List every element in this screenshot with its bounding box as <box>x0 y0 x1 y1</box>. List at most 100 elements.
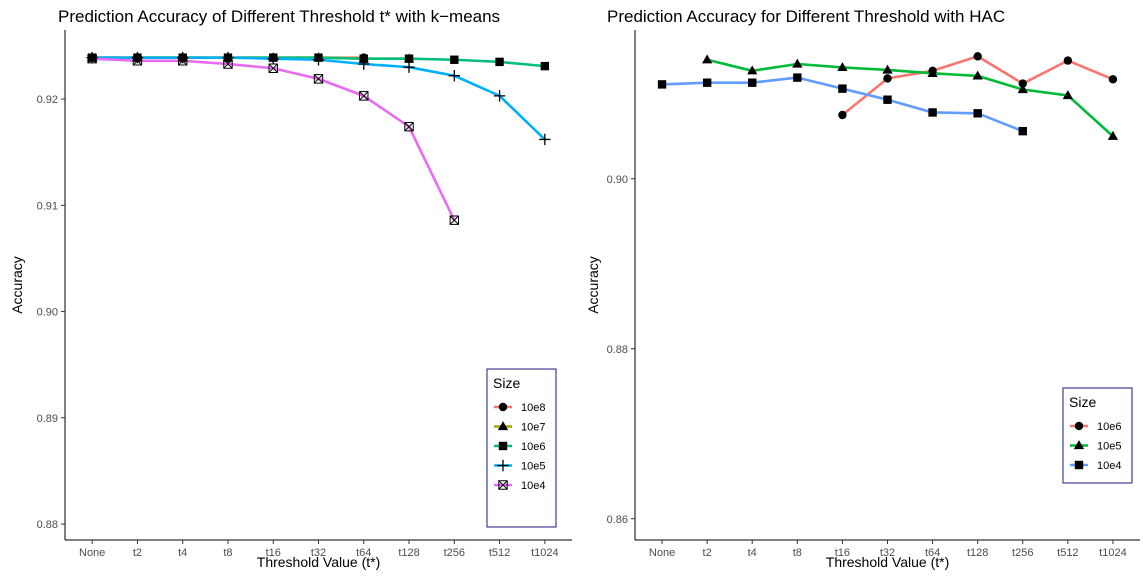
data-point-10e4 <box>702 78 712 87</box>
legend-key-marker <box>1074 421 1084 431</box>
chart-panel-1: Prediction Accuracy of Different Thresho… <box>9 7 572 570</box>
y-tick-label: 0.90 <box>37 307 58 319</box>
data-point-10e4 <box>748 78 757 87</box>
x-tick-label: t16 <box>835 547 850 559</box>
data-point-10e4 <box>87 53 97 64</box>
data-point-10e5 <box>972 70 983 80</box>
x-tick-label: t512 <box>1057 547 1078 559</box>
data-point-10e4 <box>223 59 233 69</box>
legend-key-marker <box>1074 460 1084 470</box>
x-tick-label: t1024 <box>531 547 559 559</box>
data-point-10e4 <box>657 80 667 89</box>
legend-label: 10e5 <box>1097 441 1121 453</box>
x-tick-label: t8 <box>223 547 232 559</box>
data-point-10e6 <box>838 110 847 120</box>
legend-key-marker <box>498 480 508 490</box>
data-point-10e4 <box>838 84 847 93</box>
y-axis-label: Accuracy <box>9 256 25 314</box>
data-point-10e5 <box>312 54 325 66</box>
y-tick-label: 0.91 <box>37 200 58 212</box>
data-point-10e6 <box>450 55 459 64</box>
x-tick-label: None <box>79 547 105 559</box>
x-tick-label: t4 <box>178 547 187 559</box>
legend-key-marker <box>497 421 509 431</box>
data-point-10e4 <box>404 121 414 132</box>
legend-key-marker <box>497 459 509 472</box>
data-point-10e6 <box>540 61 550 71</box>
data-point-10e5 <box>1107 130 1119 140</box>
data-point-10e5 <box>927 68 938 77</box>
chart-panel-2: Prediction Accuracy for Different Thresh… <box>585 7 1140 570</box>
data-point-10e6 <box>1108 75 1118 84</box>
x-tick-label: t32 <box>311 547 326 559</box>
data-point-10e5 <box>403 61 415 73</box>
legend-key-marker <box>1073 440 1085 450</box>
data-point-10e6 <box>883 74 892 83</box>
legend-title: Size <box>1069 394 1096 410</box>
x-tick-label: t1024 <box>1099 547 1127 559</box>
y-tick-label: 0.90 <box>607 174 628 186</box>
data-point-10e6 <box>1063 56 1073 65</box>
x-tick-label: t4 <box>748 547 757 559</box>
data-point-10e5 <box>222 51 234 64</box>
data-point-10e5 <box>702 54 713 64</box>
series-line-10e6 <box>841 55 1114 117</box>
x-tick-label: None <box>649 547 675 559</box>
x-axis-label: Threshold Value (t*) <box>257 554 380 570</box>
x-tick-label: t512 <box>489 547 510 559</box>
x-tick-label: t256 <box>1012 547 1033 559</box>
data-point-10e4 <box>928 108 937 117</box>
data-point-10e5 <box>448 69 461 82</box>
series-line-10e4 <box>92 57 456 221</box>
y-tick-label: 0.88 <box>37 519 58 531</box>
x-tick-label: t32 <box>880 547 895 559</box>
data-point-10e5 <box>747 65 758 75</box>
chart-title: Prediction Accuracy for Different Thresh… <box>607 7 1005 26</box>
series-line-10e5 <box>706 58 1114 138</box>
data-point-10e4 <box>313 74 324 84</box>
x-tick-label: t128 <box>398 547 419 559</box>
data-point-10e5 <box>1017 84 1028 94</box>
series-line-10e5 <box>92 56 546 141</box>
data-point-10e5 <box>358 58 370 70</box>
data-point-10e6 <box>1018 79 1027 88</box>
data-point-10e4 <box>177 56 188 66</box>
data-point-10e4 <box>132 56 143 66</box>
data-point-10e5 <box>1062 90 1073 100</box>
data-point-10e6 <box>404 54 414 63</box>
y-tick-label: 0.89 <box>37 413 58 425</box>
data-point-10e5 <box>493 90 506 102</box>
x-tick-label: t256 <box>444 547 465 559</box>
legend-label: 10e8 <box>521 402 545 414</box>
data-point-10e5 <box>882 64 893 74</box>
data-point-10e5 <box>837 62 848 72</box>
legend-box <box>1062 387 1133 484</box>
legend-title: Size <box>493 375 520 391</box>
x-tick-label: t128 <box>967 547 988 559</box>
chart-title: Prediction Accuracy of Different Thresho… <box>58 7 500 26</box>
y-axis-label: Accuracy <box>585 256 601 314</box>
data-point-10e4 <box>268 63 278 73</box>
legend-label: 10e4 <box>1097 460 1121 472</box>
data-point-10e4 <box>359 91 369 101</box>
x-tick-label: t16 <box>266 547 281 559</box>
data-point-10e6 <box>495 57 504 67</box>
x-tick-label: t8 <box>793 547 802 559</box>
legend-label: 10e7 <box>521 422 545 434</box>
x-axis-label: Threshold Value (t*) <box>826 554 949 570</box>
x-tick-label: t2 <box>703 547 712 559</box>
legend-label: 10e5 <box>521 461 545 473</box>
data-point-10e6 <box>973 52 982 61</box>
data-point-10e4 <box>1018 126 1027 136</box>
data-point-10e4 <box>883 95 892 104</box>
x-tick-label: t2 <box>133 547 142 559</box>
data-point-10e5 <box>539 133 551 146</box>
x-tick-label: t64 <box>925 547 940 559</box>
data-point-10e4 <box>973 109 982 118</box>
data-point-10e5 <box>792 58 803 68</box>
legend-label: 10e6 <box>1097 421 1121 433</box>
